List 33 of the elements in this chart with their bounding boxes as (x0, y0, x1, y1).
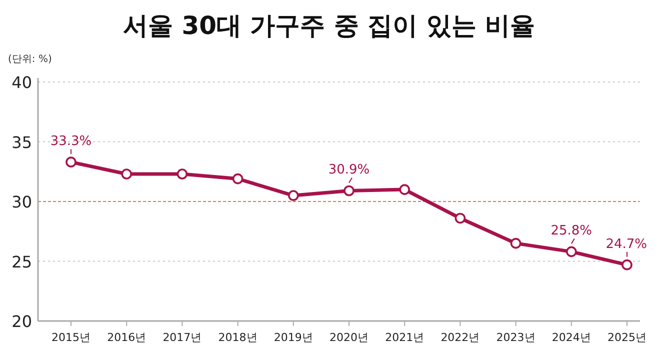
x-tick-label: 2015년 (52, 331, 90, 344)
point (121, 168, 132, 180)
y-axis-title: (단위: %) (8, 54, 52, 65)
point (566, 246, 577, 258)
point (232, 173, 244, 184)
data-label: 30.9% (328, 162, 370, 178)
data-label: 24.7% (606, 236, 647, 252)
y-tick-label: 30 (12, 192, 32, 212)
x-tick-label: 2018년 (218, 331, 258, 344)
x-tick-label: 2016년 (107, 331, 146, 344)
data-label: 33.3% (50, 134, 92, 150)
point (454, 212, 466, 224)
x-tick-label: 2024년 (552, 331, 591, 344)
x-tick-label: 2017년 (162, 331, 202, 344)
point (399, 184, 410, 195)
chart-title: 서울 30대 가구주 중 집이 있는 비율 (122, 11, 536, 40)
point (288, 190, 299, 201)
point (176, 168, 188, 180)
x-tick-label: 2025년 (608, 331, 646, 344)
point (622, 259, 632, 270)
x-tick-label: 2023년 (496, 331, 536, 344)
y-tick-label: 35 (12, 132, 32, 152)
point (66, 156, 76, 168)
y-tick-label: 40 (12, 73, 32, 92)
x-tick-label: 2020년 (330, 331, 368, 344)
x-tick-label: 2019년 (274, 331, 313, 344)
point (510, 238, 522, 249)
point (344, 185, 354, 196)
data-label: 25.8% (550, 224, 592, 239)
y-tick-label: 20 (12, 312, 32, 331)
x-tick-label: 2021년 (385, 331, 424, 344)
x-tick-label: 2022년 (440, 331, 480, 344)
y-tick-label: 25 (12, 252, 32, 272)
